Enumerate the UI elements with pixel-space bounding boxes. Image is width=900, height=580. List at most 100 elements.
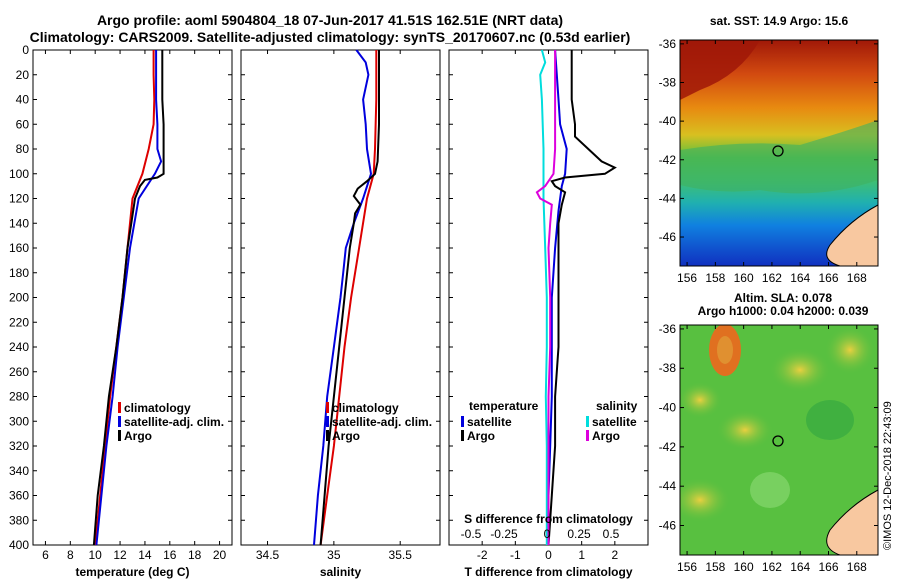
- x-tick-label: 16: [163, 548, 177, 562]
- secondary-tick-label: 0.5: [603, 527, 620, 541]
- x-tick-label: 35: [327, 548, 341, 562]
- lon-tick-label: 164: [790, 271, 810, 285]
- depth-tick-label: 80: [16, 142, 30, 156]
- x-tick-label: 8: [67, 548, 74, 562]
- secondary-tick-label: 0: [544, 527, 551, 541]
- series-line-argo: [92, 50, 165, 546]
- series-line-climatology: [94, 50, 156, 546]
- legend-argo: Argo: [332, 429, 360, 443]
- title-line-1: Argo profile: aoml 5904804_18 07-Jun-201…: [96, 12, 564, 28]
- depth-tick-label: 40: [16, 93, 30, 107]
- lon-tick-label: 162: [762, 271, 782, 285]
- lat-tick-label: -40: [659, 401, 677, 415]
- legend-satellite: satellite: [592, 415, 637, 429]
- x-axis-label: temperature (deg C): [75, 565, 189, 579]
- lon-tick-label: 162: [762, 560, 782, 574]
- lat-tick-label: -42: [659, 153, 677, 167]
- depth-tick-label: 140: [9, 216, 29, 230]
- legend-swatch: [326, 416, 329, 427]
- secondary-axis-label: S difference from climatology: [464, 512, 633, 526]
- legend-argo: Argo: [124, 429, 152, 443]
- sla-title-1: Altim. SLA: 0.078: [734, 291, 832, 305]
- lat-tick-label: -36: [659, 322, 677, 336]
- legend-swatch: [326, 402, 329, 413]
- legend-swatch: [326, 430, 329, 441]
- lat-tick-label: -42: [659, 440, 677, 454]
- sst-map: sat. SST: 14.9 Argo: 15.6 156 158 160 162 16…: [659, 14, 879, 285]
- lat-tick-label: -46: [659, 230, 677, 244]
- x-tick-label: 14: [138, 548, 152, 562]
- lon-tick-label: 168: [847, 271, 867, 285]
- depth-tick-label: 320: [9, 439, 29, 453]
- lon-tick-label: 166: [818, 560, 838, 574]
- legend-argo: Argo: [467, 429, 495, 443]
- legend-swatch: [461, 430, 464, 441]
- legend-satellite: satellite-adj. clim.: [124, 415, 224, 429]
- series-line-satellite-adj-clim-: [95, 50, 163, 546]
- sst-map-title: sat. SST: 14.9 Argo: 15.6: [710, 14, 849, 28]
- difference-panel: -2 -1 0 1 2 T difference from climatology temp…: [448, 49, 649, 579]
- x-tick-label: 10: [89, 548, 103, 562]
- depth-tick-label: 60: [16, 117, 30, 131]
- depth-tick-label: 220: [9, 315, 29, 329]
- legend-argo: Argo: [592, 429, 620, 443]
- series-line-temperature-satellite: [547, 49, 568, 545]
- legend-satellite: satellite-adj. clim.: [332, 415, 432, 429]
- depth-tick-label: 280: [9, 390, 29, 404]
- sla-title-2: Argo h1000: 0.04 h2000: 0.039: [698, 304, 869, 318]
- series-line-argo: [319, 50, 380, 546]
- lon-tick-label: 156: [677, 271, 697, 285]
- secondary-tick-label: -0.25: [490, 527, 518, 541]
- secondary-tick-label: 0.25: [567, 527, 591, 541]
- plot-frame: [32, 49, 233, 546]
- salinity-panel: 34.5 35 35.5 salinity climatologysatellite-a…: [240, 49, 441, 579]
- sla-map: Altim. SLA: 0.078 Argo h1000: 0.04 h2000…: [659, 291, 879, 574]
- lon-tick-label: 166: [818, 271, 838, 285]
- argo-position-marker-sst: [772, 145, 784, 157]
- x-tick-label: 0: [545, 548, 552, 562]
- legend-salinity-heading: salinity: [596, 399, 638, 413]
- series-line-salinity-satellite: [539, 49, 548, 545]
- depth-tick-label: 300: [9, 414, 29, 428]
- depth-tick-label: 240: [9, 340, 29, 354]
- series-line-satellite-adj-clim-: [313, 49, 373, 546]
- series-line-salinity-argo: [535, 50, 557, 545]
- lat-tick-label: -40: [659, 114, 677, 128]
- depth-tick-label: 260: [9, 365, 29, 379]
- depth-tick-label: 360: [9, 489, 29, 503]
- lon-tick-label: 158: [705, 560, 725, 574]
- depth-tick-label: 200: [9, 291, 29, 305]
- lon-tick-label: 164: [790, 560, 810, 574]
- depth-tick-label: 180: [9, 266, 29, 280]
- x-tick-label: -2: [477, 548, 488, 562]
- depth-tick-label: 380: [9, 513, 29, 527]
- legend-temperature-heading: temperature: [469, 399, 539, 413]
- imos-watermark: ©IMOS 12-Dec-2018 22:43:09: [882, 401, 894, 550]
- lat-tick-label: -44: [659, 479, 677, 493]
- x-tick-label: 6: [42, 548, 49, 562]
- x-axis-label: salinity: [320, 565, 362, 579]
- lat-tick-label: -46: [659, 519, 677, 533]
- legend-swatch: [461, 416, 464, 427]
- lat-tick-label: -44: [659, 191, 677, 205]
- depth-axis-labels: 0 20 40 60 80 100 120 140 160 180 200 220 240 260 280 3…: [9, 43, 29, 552]
- lon-tick-label: 160: [734, 271, 754, 285]
- legend-swatch: [118, 416, 121, 427]
- depth-tick-label: 340: [9, 464, 29, 478]
- x-tick-label: -1: [510, 548, 521, 562]
- lon-tick-label: 158: [705, 271, 725, 285]
- land-nz-sla: [826, 489, 878, 555]
- lat-tick-label: -38: [659, 361, 677, 375]
- series-line-temperature-argo: [547, 50, 617, 546]
- legend-climatology: climatology: [332, 401, 399, 415]
- x-tick-label: 35.5: [389, 548, 413, 562]
- land-nz-sst: [826, 204, 878, 266]
- lon-tick-label: 160: [734, 560, 754, 574]
- x-tick-label: 12: [113, 548, 127, 562]
- depth-tick-label: 120: [9, 192, 29, 206]
- x-tick-label: 1: [578, 548, 585, 562]
- temperature-panel: 6 8 10 12 14 16 18 20 temperature (deg C) climato…: [32, 49, 233, 579]
- legend-swatch: [586, 416, 589, 427]
- title-line-2: Climatology: CARS2009. Satellite-adjuste…: [29, 29, 631, 45]
